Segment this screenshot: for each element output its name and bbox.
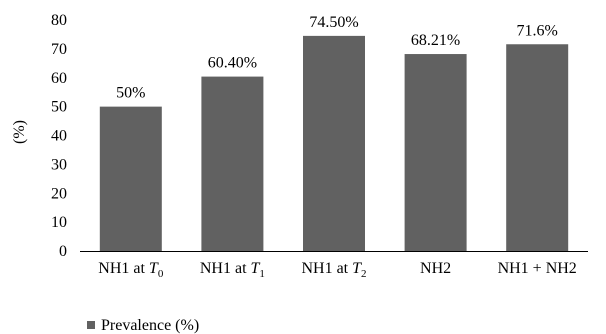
y-tick-label: 70 (51, 41, 67, 58)
data-labels-group: 50% 60.40% 74.50% 68.21% 71.6% (116, 14, 558, 102)
category-label: NH1 at T0 (98, 260, 164, 280)
bar (201, 76, 264, 251)
bar-data-label: 50% (116, 85, 145, 102)
bar (99, 106, 162, 251)
y-tick-label: 80 (51, 12, 67, 29)
category-labels-group: NH1 at T0 NH1 at T1 NH1 at T2 NH2 NH1 + NH2 (98, 260, 577, 280)
y-tick-label: 50 (51, 99, 67, 116)
y-tick-label: 60 (51, 70, 67, 87)
y-axis-title: (%) (11, 120, 28, 144)
bar (404, 54, 467, 251)
y-axis-ticks: 0 10 20 30 40 50 60 70 80 (51, 12, 67, 260)
legend-swatch (87, 321, 95, 329)
category-label: NH1 at T2 (301, 260, 366, 280)
bar (506, 44, 569, 251)
y-tick-label: 0 (59, 243, 67, 260)
legend: Prevalence (%) (87, 317, 199, 334)
category-label: NH1 at T1 (200, 260, 265, 280)
y-tick-label: 20 (51, 185, 67, 202)
y-tick-label: 40 (51, 128, 67, 145)
category-label: NH2 (420, 260, 451, 277)
y-tick-label: 10 (51, 214, 67, 231)
y-tick-label: 30 (51, 156, 67, 173)
legend-label: Prevalence (%) (101, 317, 199, 334)
category-label: NH1 + NH2 (498, 260, 577, 277)
bar-data-label: 60.40% (208, 55, 257, 72)
bar (303, 35, 365, 251)
bar-data-label: 74.50% (309, 14, 358, 31)
bars-group (99, 35, 569, 251)
bar-data-label: 68.21% (411, 32, 460, 49)
bar-data-label: 71.6% (517, 22, 558, 39)
